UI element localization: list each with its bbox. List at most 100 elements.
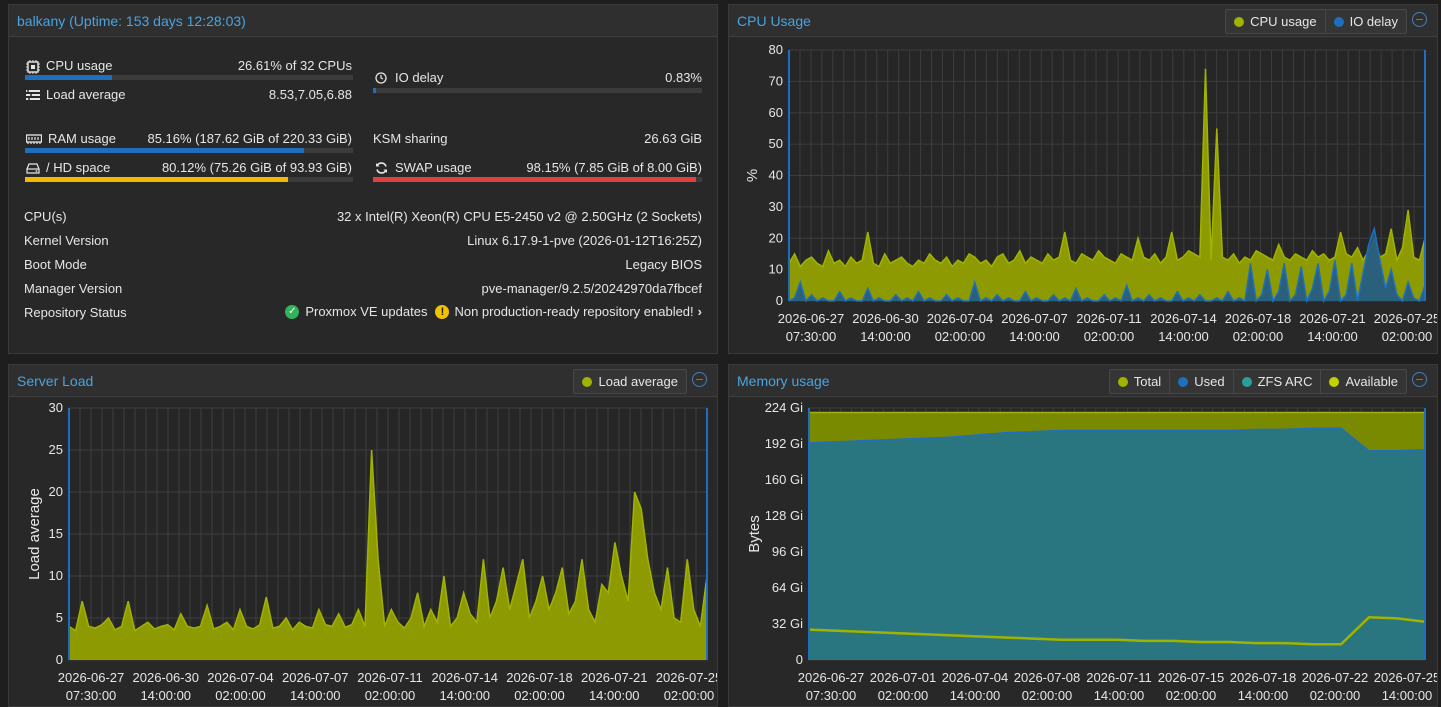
memory-usage-header: Memory usage Total Used ZFS ARC Availabl… bbox=[729, 365, 1437, 397]
repo-ok-text: Proxmox VE updates bbox=[305, 304, 428, 319]
y-tick-label: 64 Gi bbox=[772, 580, 803, 595]
x-tick-label: 02:00:00 bbox=[935, 329, 986, 344]
legend-dot-icon bbox=[1329, 376, 1340, 387]
kernel-version-label: Kernel Version bbox=[24, 233, 109, 248]
boot-mode-label: Boot Mode bbox=[24, 257, 87, 272]
series-area-io-delay bbox=[789, 228, 1425, 301]
y-tick-label: 50 bbox=[769, 136, 783, 151]
x-tick-label: 14:00:00 bbox=[589, 688, 640, 703]
ksm-sharing-row: KSM sharing bbox=[373, 131, 447, 146]
hd-space-value: 80.12% (75.26 GiB of 93.93 GiB) bbox=[161, 160, 352, 175]
collapse-load-icon[interactable] bbox=[692, 372, 707, 387]
cpu-legend: CPU usage IO delay bbox=[1225, 9, 1407, 34]
x-tick-label: 2026-06-27 bbox=[58, 670, 125, 685]
ram-usage-bar-fill bbox=[25, 148, 305, 153]
legend-zfs-arc[interactable]: ZFS ARC bbox=[1234, 370, 1322, 393]
y-tick-label: 10 bbox=[49, 568, 63, 583]
boot-mode-value: Legacy BIOS bbox=[625, 257, 702, 272]
legend-total[interactable]: Total bbox=[1110, 370, 1171, 393]
series-line-available bbox=[808, 616, 1426, 646]
legend-cpu-usage[interactable]: CPU usage bbox=[1226, 10, 1326, 33]
x-tick-label: 02:00:00 bbox=[1166, 688, 1217, 703]
series-line-load-average bbox=[68, 449, 708, 632]
cpus-value: 32 x Intel(R) Xeon(R) CPU E5-2450 v2 @ 2… bbox=[336, 209, 702, 224]
y-tick-label: 15 bbox=[49, 526, 63, 541]
hd-space-row: / HD space bbox=[26, 160, 110, 175]
series-area-load-average bbox=[69, 450, 707, 660]
y-tick-label: 25 bbox=[49, 442, 63, 457]
y-tick-label: 0 bbox=[776, 293, 783, 308]
legend-load-average[interactable]: Load average bbox=[574, 370, 686, 393]
y-tick-label: 70 bbox=[769, 73, 783, 88]
load-average-label: Load average bbox=[46, 87, 126, 102]
cpu-icon bbox=[26, 59, 40, 74]
y-tick-label: 10 bbox=[769, 262, 783, 277]
legend-label: Load average bbox=[598, 374, 678, 389]
cpu-chart-body: 0 10 20 30 40 50 60 70 80 2026-06-27 07:30:00 2026-… bbox=[729, 38, 1440, 353]
hd-space-label: / HD space bbox=[46, 160, 111, 175]
repository-status-label: Repository Status bbox=[24, 305, 127, 320]
legend-label: ZFS ARC bbox=[1257, 374, 1313, 389]
collapse-cpu-icon[interactable] bbox=[1412, 12, 1427, 27]
cpu-usage-title: CPU Usage bbox=[737, 13, 811, 29]
hd-space-bar-fill bbox=[25, 177, 288, 182]
io-delay-bar bbox=[373, 88, 702, 93]
legend-label: IO delay bbox=[1349, 14, 1398, 29]
check-circle-icon: ✓ bbox=[285, 304, 300, 319]
y-tick-label: 192 Gi bbox=[765, 436, 803, 451]
cpu-usage-chart: 0 10 20 30 40 50 60 70 80 2026-06-27 07:30:00 2026-… bbox=[744, 42, 1440, 344]
x-tick-label: 07:30:00 bbox=[806, 688, 857, 703]
cpu-usage-panel: CPU Usage CPU usage IO delay 0 10 20 30 40 50… bbox=[728, 4, 1440, 354]
server-load-chart: 0 5 10 15 20 25 30 2026-06-27 07:30:00 2026-06-30… bbox=[26, 400, 722, 703]
x-tick-label: 14:00:00 bbox=[1307, 329, 1358, 344]
x-tick-label: 2026-06-30 bbox=[852, 311, 919, 326]
y-tick-label: 160 Gi bbox=[765, 472, 803, 487]
io-delay-bar-fill bbox=[373, 88, 376, 93]
summary-panel: balkany (Uptime: 153 days 12:28:03) CPU … bbox=[8, 4, 718, 354]
y-tick-label: 0 bbox=[56, 652, 63, 667]
y-tick-label: 80 bbox=[769, 42, 783, 57]
x-tick-label: 14:00:00 bbox=[1382, 688, 1433, 703]
swap-usage-bar-fill bbox=[373, 177, 696, 182]
x-tick-label: 2026-07-18 bbox=[1225, 311, 1292, 326]
x-tick-label: 2026-07-11 bbox=[1086, 670, 1152, 685]
server-load-panel: Server Load Load average 0 5 10 15 20 25 30 202… bbox=[8, 364, 722, 707]
memory-usage-panel: Memory usage Total Used ZFS ARC Availabl… bbox=[728, 364, 1440, 707]
y-tick-label: 32 Gi bbox=[772, 616, 803, 631]
cpu-usage-value: 26.61% of 32 CPUs bbox=[237, 58, 352, 73]
cpu-usage-bar bbox=[25, 75, 353, 80]
y-tick-label: 96 Gi bbox=[772, 544, 803, 559]
x-tick-label: 02:00:00 bbox=[365, 688, 416, 703]
x-tick-label: 2026-06-30 bbox=[133, 670, 200, 685]
y-tick-label: 128 Gi bbox=[765, 508, 803, 523]
legend-dot-icon bbox=[1234, 16, 1245, 27]
cpu-usage-row: CPU usage bbox=[26, 58, 112, 74]
clock-icon bbox=[375, 71, 389, 84]
io-delay-value: 0.83% bbox=[665, 70, 702, 85]
x-tick-label: 2026-07-14 bbox=[432, 670, 499, 685]
x-tick-label: 02:00:00 bbox=[664, 688, 715, 703]
legend-dot-icon bbox=[582, 376, 593, 387]
legend-available[interactable]: Available bbox=[1321, 370, 1406, 393]
x-tick-label: 2026-07-18 bbox=[506, 670, 573, 685]
x-tick-label: 2026-07-08 bbox=[1014, 670, 1081, 685]
x-tick-label: 2026-07-21 bbox=[581, 670, 648, 685]
collapse-memory-icon[interactable] bbox=[1412, 372, 1427, 387]
x-tick-label: 2026-07-25 bbox=[1374, 311, 1437, 326]
memory-chart-body: 0 32 Gi 64 Gi 96 Gi 128 Gi 160 Gi 192 Gi 224 Gi… bbox=[729, 398, 1440, 706]
swap-usage-bar bbox=[373, 177, 702, 182]
x-tick-label: 14:00:00 bbox=[1094, 688, 1145, 703]
chevron-right-icon: › bbox=[697, 304, 702, 319]
server-load-title: Server Load bbox=[17, 373, 94, 389]
x-tick-label: 07:30:00 bbox=[786, 329, 837, 344]
x-tick-label: 2026-06-27 bbox=[798, 670, 865, 685]
legend-label: Total bbox=[1133, 374, 1162, 389]
x-tick-label: 2026-07-18 bbox=[1230, 670, 1297, 685]
legend-used[interactable]: Used bbox=[1170, 370, 1234, 393]
legend-io-delay[interactable]: IO delay bbox=[1326, 10, 1406, 33]
y-tick-label: 20 bbox=[49, 484, 63, 499]
cpu-usage-bar-fill bbox=[25, 75, 113, 80]
memory-icon bbox=[25, 133, 43, 145]
load-legend: Load average bbox=[573, 369, 687, 394]
repository-status-link[interactable]: ✓ Proxmox VE updates ! Non production-re… bbox=[285, 304, 702, 319]
